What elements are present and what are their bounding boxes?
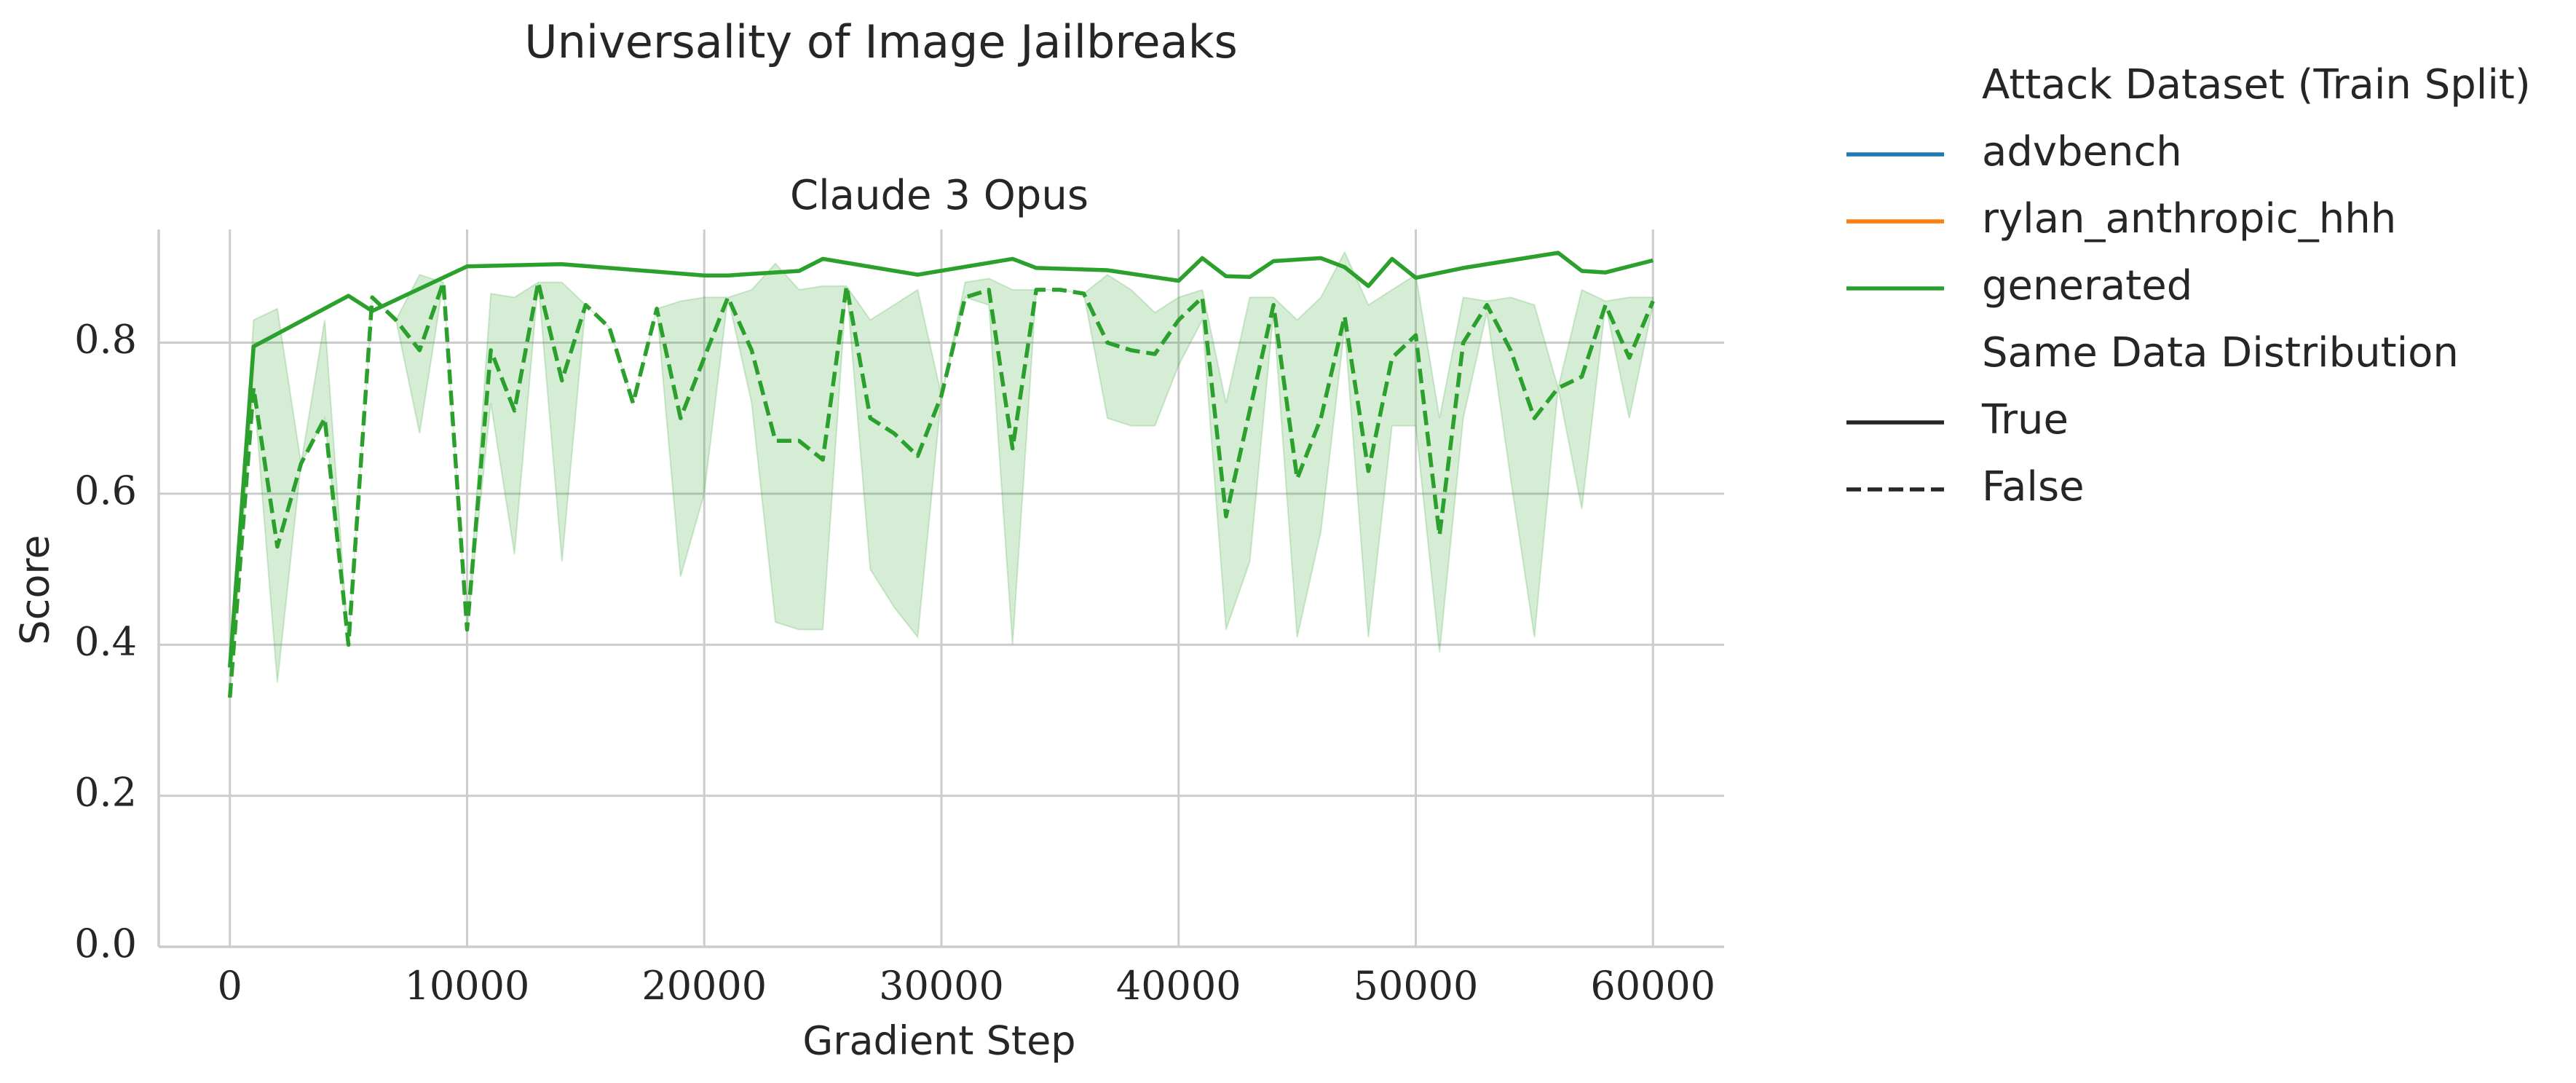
y-axis-label: Score [12, 535, 58, 645]
legend-title: Same Data Distribution [1982, 329, 2459, 377]
x-tick-label: 0 [218, 963, 242, 1009]
figure-title: Universality of Image Jailbreaks [524, 15, 1238, 68]
legend-label-false: False [1982, 463, 2085, 511]
series-line-generated-true [227, 251, 1654, 668]
x-tick-label: 30000 [879, 963, 1004, 1009]
y-tick-label: 0.2 [74, 770, 137, 816]
x-tick-label: 20000 [641, 963, 767, 1009]
axis-spines [157, 229, 1724, 948]
x-tick-label: 40000 [1116, 963, 1241, 1009]
legend-label-rylan-anthropic-hhh: rylan_anthropic_hhh [1982, 195, 2396, 243]
y-tick-labels: 0.0 0.2 0.4 0.6 0.8 [74, 317, 137, 966]
legend-title: Attack Dataset (Train Split) [1982, 61, 2531, 109]
y-tick-label: 0.8 [74, 317, 137, 363]
gridlines [159, 229, 1724, 948]
series-lines [227, 251, 1655, 698]
x-tick-label: 50000 [1354, 963, 1479, 1009]
legend-label-advbench: advbench [1982, 128, 2182, 176]
y-tick-label: 0.6 [74, 468, 137, 513]
x-axis-label: Gradient Step [802, 1018, 1075, 1064]
legend: Attack Dataset (Train Split) advbench ryla… [1846, 61, 2531, 511]
y-tick-label: 0.4 [74, 618, 137, 664]
legend-label-true: True [1981, 396, 2069, 444]
series-line-generated-false [227, 280, 1655, 698]
legend-label-generated: generated [1982, 262, 2192, 310]
x-tick-label: 10000 [405, 963, 530, 1009]
x-tick-labels: 0 10000 20000 30000 40000 50000 60000 [218, 963, 1716, 1009]
subplot-title: Claude 3 Opus [790, 172, 1089, 219]
y-tick-label: 0.0 [74, 921, 137, 966]
x-tick-label: 60000 [1590, 963, 1715, 1009]
